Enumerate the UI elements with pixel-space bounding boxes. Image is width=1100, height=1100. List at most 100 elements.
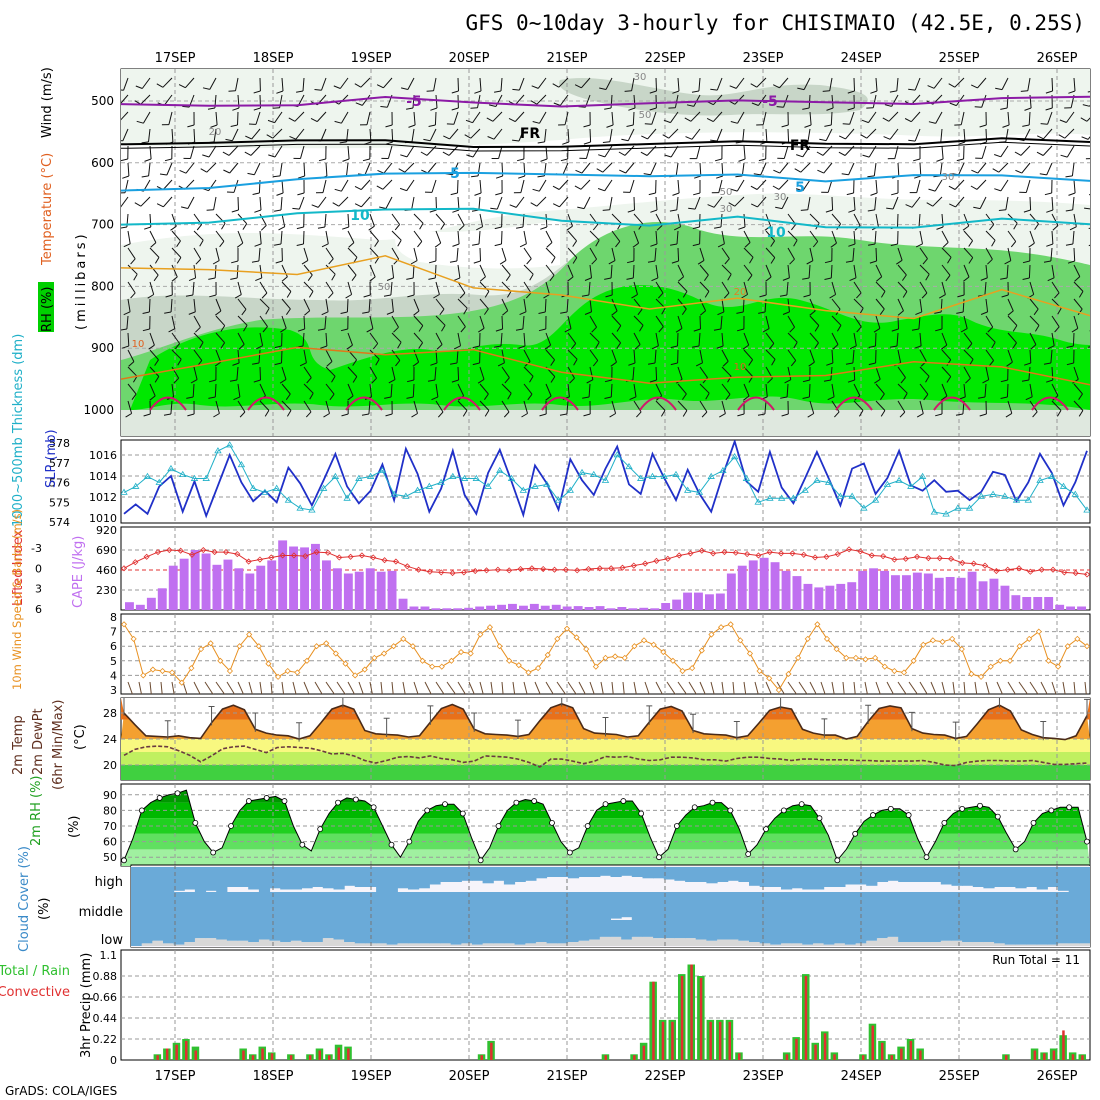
wind-speed-point bbox=[236, 643, 243, 650]
cape-bar bbox=[628, 608, 638, 610]
wind-barb bbox=[589, 349, 599, 361]
wind-speed-point bbox=[669, 657, 676, 664]
wind-barb-flag bbox=[495, 175, 503, 179]
thickness-point bbox=[965, 504, 974, 511]
thickness-point bbox=[460, 474, 469, 481]
cape-label: CAPE (J/kg) bbox=[71, 536, 86, 608]
cross-section-grid bbox=[121, 69, 1090, 436]
cloud-middle-cell bbox=[397, 892, 409, 920]
wind-barb-flag bbox=[789, 258, 795, 265]
temp-range-bar bbox=[998, 698, 1000, 708]
wind-barb bbox=[831, 400, 840, 413]
wind-barb-flag bbox=[254, 243, 262, 247]
wind-barb bbox=[1066, 145, 1075, 158]
wind-barb bbox=[149, 281, 155, 295]
cloud-ylabel: Cloud Cover (%) bbox=[17, 846, 32, 952]
wind-barb-flag bbox=[1039, 173, 1047, 176]
temp-tick-label: 28 bbox=[103, 707, 117, 720]
thickness-point bbox=[319, 484, 328, 491]
wind-barb bbox=[677, 383, 687, 395]
wind-barb bbox=[325, 366, 336, 377]
cloud-low-cell bbox=[770, 920, 782, 945]
cloud-high-cell bbox=[376, 867, 388, 892]
wind-barb bbox=[765, 349, 776, 360]
thickness-tick-label: 575 bbox=[49, 496, 70, 509]
wind-barb bbox=[567, 128, 570, 143]
wind-barb bbox=[369, 315, 374, 329]
wind-barb-flag bbox=[624, 90, 632, 92]
cloud-high-cell bbox=[163, 867, 175, 892]
wind-speed-point bbox=[448, 657, 455, 664]
thickness-point bbox=[179, 470, 187, 477]
wind-barb bbox=[1051, 230, 1054, 245]
wind-barb bbox=[449, 128, 459, 140]
wind-barb bbox=[698, 77, 701, 92]
precip-conv-bar bbox=[642, 1045, 646, 1060]
wind-barb-flag bbox=[1036, 135, 1044, 140]
rh-grid bbox=[121, 784, 1090, 866]
cloud-high-cell bbox=[823, 867, 835, 887]
cloud-high-cell bbox=[503, 867, 516, 885]
cape-bar bbox=[912, 572, 922, 610]
wind-barb-flag bbox=[1012, 325, 1018, 332]
wind-barb-flag bbox=[684, 117, 692, 122]
thickness-point bbox=[590, 470, 598, 477]
precip-conv-bar bbox=[833, 1054, 836, 1060]
cape-bar bbox=[683, 592, 692, 610]
cloud-middle-cell bbox=[312, 892, 324, 920]
precip-conv-bar bbox=[671, 1021, 674, 1060]
surface-wind-barb bbox=[292, 681, 297, 694]
rh-point bbox=[352, 796, 359, 803]
wind-barb bbox=[676, 230, 679, 245]
wind-barb bbox=[787, 315, 796, 328]
cloud-low-cell bbox=[440, 920, 452, 944]
temp-range-bar bbox=[1040, 721, 1047, 741]
wind-barb-flag bbox=[923, 394, 929, 401]
wind-barb bbox=[963, 366, 971, 379]
wind-barb bbox=[919, 298, 923, 312]
thickness-point bbox=[225, 441, 234, 448]
wind-barb-flag bbox=[180, 206, 189, 209]
wind-speed-point bbox=[390, 643, 397, 650]
wind-barb bbox=[985, 332, 996, 343]
rh-point bbox=[994, 813, 1001, 820]
wind-barb-flag bbox=[946, 359, 952, 366]
cloud-low-cell bbox=[301, 920, 313, 943]
wind-barb bbox=[831, 281, 837, 295]
wind-barb bbox=[713, 196, 723, 208]
cloud-middle-cell bbox=[440, 892, 452, 920]
wind-barb-flag bbox=[942, 242, 949, 248]
cape-bar bbox=[157, 588, 167, 610]
wind-barb bbox=[1001, 77, 1009, 90]
surface-wind-barb bbox=[996, 681, 1003, 694]
precip-tick-label: 1.1 bbox=[100, 949, 118, 962]
wind-barb-flag bbox=[797, 87, 805, 91]
wind-speed-point bbox=[978, 673, 985, 680]
wind-barb-flag bbox=[1066, 362, 1074, 366]
wind-barb bbox=[324, 213, 327, 228]
wind-barb-flag bbox=[637, 308, 643, 316]
wind-barb bbox=[694, 196, 701, 210]
cloud-low-cell bbox=[141, 920, 153, 944]
wind-barb-flag bbox=[212, 260, 220, 265]
wind-barb-flag bbox=[385, 124, 393, 128]
wind-speed-point bbox=[833, 646, 840, 653]
lifted-index-point bbox=[902, 555, 909, 562]
wind-barb-flag bbox=[1014, 151, 1022, 156]
wind-barb bbox=[787, 264, 790, 278]
precip-conv-bar bbox=[871, 1025, 874, 1060]
temp-tick-label: 24 bbox=[103, 733, 117, 746]
wind-barb bbox=[347, 145, 350, 160]
surface-isotherm bbox=[149, 396, 187, 411]
wind-barb-flag bbox=[1087, 91, 1090, 93]
wind-barb-flag bbox=[802, 379, 810, 383]
wind-barb-flag bbox=[552, 185, 560, 190]
wind-barb-flag bbox=[928, 188, 936, 192]
lifted-index-point bbox=[256, 556, 264, 563]
wind-barb-flag bbox=[348, 242, 355, 248]
wind-barb-flag bbox=[220, 342, 226, 349]
rh-point bbox=[745, 851, 752, 857]
thickness-point bbox=[531, 482, 539, 489]
wind-barb-flag bbox=[847, 90, 855, 94]
lifted-index-point bbox=[302, 553, 309, 560]
